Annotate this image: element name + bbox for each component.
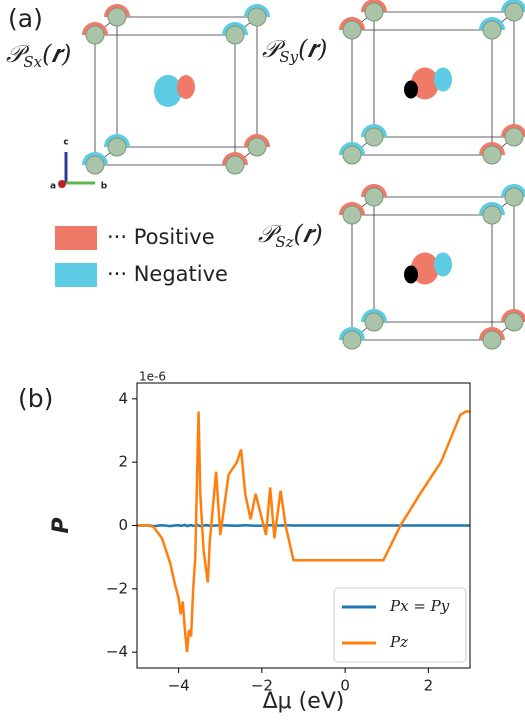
atom bbox=[86, 156, 104, 174]
panel-label: (a) bbox=[8, 4, 43, 33]
legend-swatch bbox=[55, 226, 97, 250]
axis-label: c bbox=[63, 138, 68, 148]
atom bbox=[365, 188, 383, 206]
axis-label: b bbox=[101, 182, 108, 192]
atom bbox=[365, 3, 383, 21]
isosurface bbox=[404, 81, 418, 99]
legend-label: ··· Positive bbox=[107, 225, 215, 249]
legend-label: Px = Py bbox=[389, 597, 450, 615]
map-label-part: (𝒓) bbox=[298, 35, 327, 63]
y-axis-label: P bbox=[49, 517, 74, 533]
map-label-part: Sx bbox=[23, 53, 42, 71]
atom bbox=[86, 26, 104, 44]
map-label-part: (𝒓) bbox=[294, 220, 323, 248]
isosurface bbox=[177, 75, 195, 99]
atom bbox=[343, 21, 361, 39]
y-tick-label: 2 bbox=[118, 453, 128, 471]
atom bbox=[343, 146, 361, 164]
panel-label: (b) bbox=[18, 384, 53, 413]
x-tick-label: 2 bbox=[424, 677, 434, 695]
isosurface bbox=[434, 68, 452, 92]
atom bbox=[505, 188, 523, 206]
map-label: 𝒫Sy(𝒓) bbox=[262, 35, 327, 67]
offset-text: 1e-6 bbox=[139, 370, 166, 384]
atom bbox=[343, 331, 361, 349]
atom bbox=[483, 146, 501, 164]
data-line bbox=[137, 525, 470, 526]
atom bbox=[483, 331, 501, 349]
x-tick-label: −4 bbox=[168, 677, 190, 695]
atom bbox=[226, 156, 244, 174]
map-label-part: (𝒓) bbox=[42, 40, 71, 68]
axis-label: a bbox=[50, 182, 56, 192]
y-tick-label: 0 bbox=[118, 516, 128, 534]
atom bbox=[343, 206, 361, 224]
legend-label: ··· Negative bbox=[107, 262, 228, 286]
atom bbox=[226, 26, 244, 44]
atom bbox=[108, 8, 126, 26]
crystal-cube bbox=[339, 184, 525, 349]
y-tick-label: 4 bbox=[118, 389, 128, 407]
atom bbox=[483, 206, 501, 224]
legend-label: Pz bbox=[389, 633, 408, 651]
atom bbox=[248, 8, 266, 26]
atom bbox=[505, 128, 523, 146]
isosurface bbox=[404, 266, 418, 284]
map-label-part: Sy bbox=[279, 48, 298, 66]
y-tick-label: −2 bbox=[106, 579, 128, 597]
map-label-part: Sz bbox=[275, 233, 293, 251]
map-label: 𝒫Sz(𝒓) bbox=[258, 220, 323, 252]
legend-swatch bbox=[55, 263, 97, 287]
crystal-cube bbox=[339, 0, 525, 164]
map-label: 𝒫Sx(𝒓) bbox=[6, 40, 71, 72]
y-tick-label: −4 bbox=[106, 643, 128, 661]
atom bbox=[365, 313, 383, 331]
atom bbox=[505, 3, 523, 21]
atom bbox=[483, 21, 501, 39]
atom bbox=[248, 138, 266, 156]
atom bbox=[108, 138, 126, 156]
atom bbox=[505, 313, 523, 331]
figure: (a) (b) 𝒫Sx(𝒓) 𝒫Sy(𝒓) 𝒫Sz(𝒓) c a b ··· Positiv… bbox=[0, 0, 525, 720]
axis-origin bbox=[58, 180, 66, 188]
atom bbox=[365, 128, 383, 146]
crystal-cube bbox=[82, 4, 270, 174]
isosurface bbox=[434, 253, 452, 277]
x-axis-label: Δμ (eV) bbox=[263, 689, 345, 714]
